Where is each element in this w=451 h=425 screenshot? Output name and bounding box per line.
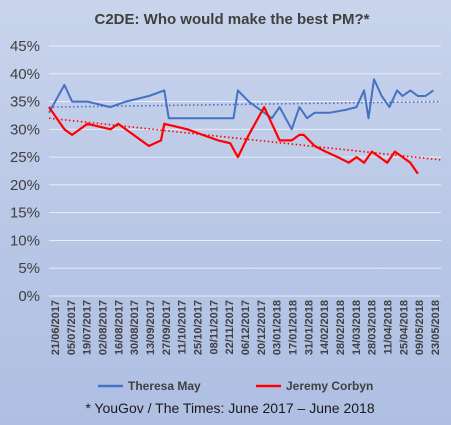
x-tick-label: 19/07/2017 bbox=[82, 300, 94, 355]
x-tick-label: 25/04/2018 bbox=[398, 300, 410, 355]
y-tick-label: 20% bbox=[10, 177, 40, 194]
x-tick-label: 21/06/2017 bbox=[50, 300, 62, 355]
y-tick-label: 40% bbox=[10, 66, 40, 83]
x-tick-label: 06/12/2017 bbox=[240, 300, 252, 355]
x-tick-label: 11/10/2017 bbox=[177, 300, 189, 354]
y-tick-label: 5% bbox=[18, 260, 40, 277]
y-tick-label: 35% bbox=[10, 94, 40, 111]
chart-title: C2DE: Who would make the best PM?* bbox=[94, 11, 369, 28]
y-tick-label: 30% bbox=[10, 121, 40, 138]
x-tick-label: 09/05/2018 bbox=[414, 300, 426, 355]
series-lines bbox=[48, 78, 434, 175]
x-tick-label: 13/09/2017 bbox=[145, 300, 157, 355]
x-tick-label: 11/04/2018 bbox=[383, 300, 395, 354]
x-tick-label: 31/01/2018 bbox=[303, 300, 315, 355]
x-tick-label: 14/02/2018 bbox=[319, 300, 331, 355]
x-tick-label: 25/10/2017 bbox=[193, 300, 205, 355]
chart-footnote: * YouGov / The Times: June 2017 – June 2… bbox=[85, 400, 374, 416]
legend-label-jeremy-corbyn: Jeremy Corbyn bbox=[286, 379, 373, 393]
x-tick-label: 03/01/2018 bbox=[272, 300, 284, 355]
x-tick-label: 02/08/2017 bbox=[98, 300, 110, 355]
legend: Theresa May Jeremy Corbyn bbox=[98, 379, 373, 393]
x-tick-label: 23/05/2018 bbox=[430, 300, 442, 355]
x-tick-label: 28/03/2018 bbox=[367, 300, 379, 355]
series-line-theresa-may bbox=[48, 78, 434, 131]
x-tick-label: 05/07/2017 bbox=[66, 300, 78, 355]
y-tick-label: 25% bbox=[10, 149, 40, 166]
trendline-jeremy-corbyn bbox=[48, 117, 442, 161]
legend-label-theresa-may: Theresa May bbox=[128, 379, 201, 393]
series-line-jeremy-corbyn bbox=[48, 105, 419, 175]
x-tick-label: 08/11/2017 bbox=[208, 300, 220, 354]
x-tick-label: 28/02/2018 bbox=[335, 300, 347, 355]
trendlines bbox=[48, 100, 442, 161]
x-tick-label: 16/08/2017 bbox=[113, 300, 125, 355]
x-tick-label: 22/11/2017 bbox=[224, 300, 236, 354]
y-tick-label: 0% bbox=[18, 288, 40, 305]
x-axis-ticks: 21/06/2017 05/07/2017 19/07/2017 02/08/2017… bbox=[50, 300, 442, 355]
y-tick-label: 10% bbox=[10, 232, 40, 249]
y-axis-ticks: 0% 5% 10% 15% 20% 25% 30% 35% 40% 45% bbox=[10, 38, 40, 305]
y-tick-label: 45% bbox=[10, 38, 40, 55]
gridlines bbox=[49, 45, 441, 297]
x-tick-label: 17/01/2018 bbox=[288, 300, 300, 355]
x-tick-label: 14/03/2018 bbox=[351, 300, 363, 355]
x-tick-label: 20/12/2017 bbox=[256, 300, 268, 355]
x-tick-label: 27/09/2017 bbox=[161, 300, 173, 355]
y-tick-label: 15% bbox=[10, 205, 40, 222]
x-tick-label: 30/08/2017 bbox=[129, 300, 141, 355]
